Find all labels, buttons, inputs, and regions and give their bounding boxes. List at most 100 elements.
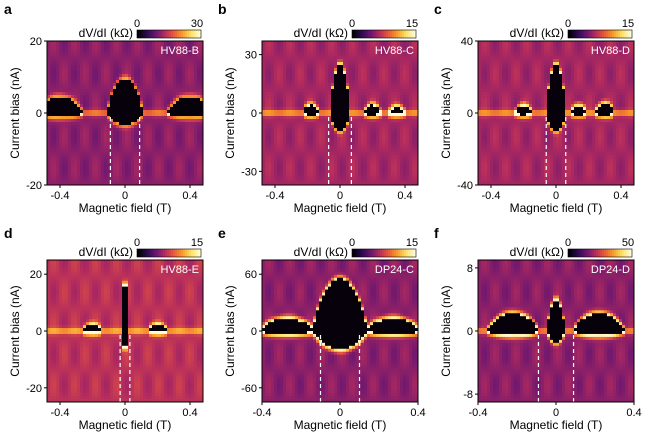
- heatmap-cell: [295, 152, 299, 156]
- heatmap-cell: [298, 95, 302, 99]
- heatmap-cell: [265, 119, 269, 123]
- heatmap-cell: [406, 161, 410, 165]
- heatmap-cell: [361, 89, 365, 93]
- heatmap-cell: [277, 47, 281, 51]
- x-tick-label: -0.4: [51, 190, 70, 202]
- heatmap-cell: [71, 92, 75, 96]
- heatmap-cell: [355, 71, 359, 75]
- heatmap-cell: [322, 152, 326, 156]
- heatmap-cell: [128, 143, 132, 147]
- heatmap-cell: [56, 83, 60, 87]
- heatmap-cell: [68, 122, 72, 126]
- heatmap-cell: [286, 158, 290, 162]
- heatmap-cell: [391, 44, 395, 48]
- heatmap-cell: [367, 164, 371, 168]
- heatmap-cell: [310, 125, 314, 129]
- heatmap-cell: [89, 92, 93, 96]
- heatmap-cell: [95, 56, 99, 60]
- heatmap-cell: [325, 59, 329, 63]
- heatmap-cell: [140, 53, 144, 57]
- heatmap-cell: [98, 131, 102, 135]
- heatmap-cell: [125, 101, 129, 105]
- heatmap-cell: [394, 62, 398, 66]
- heatmap-cell: [50, 152, 54, 156]
- heatmap-cell: [361, 65, 365, 69]
- heatmap-cell: [152, 119, 156, 123]
- heatmap-cell: [161, 77, 165, 81]
- heatmap-cell: [173, 95, 177, 99]
- heatmap-cell: [361, 71, 365, 75]
- heatmap-cell: [352, 65, 356, 69]
- heatmap-cell: [313, 104, 317, 108]
- heatmap-cell: [364, 146, 368, 150]
- heatmap-cell: [394, 83, 398, 87]
- heatmap-cell: [379, 137, 383, 141]
- heatmap-cell: [277, 173, 281, 177]
- heatmap-cell: [125, 41, 129, 45]
- heatmap-cell: [352, 101, 356, 105]
- heatmap-cell: [158, 98, 162, 102]
- heatmap-cell: [289, 104, 293, 108]
- heatmap-cell: [128, 182, 132, 186]
- heatmap-cell: [310, 95, 314, 99]
- heatmap-cell: [346, 122, 350, 126]
- heatmap-cell: [331, 119, 335, 123]
- heatmap-cell: [146, 179, 150, 183]
- heatmap-cell: [98, 53, 102, 57]
- heatmap-cell: [361, 50, 365, 54]
- heatmap-cell: [149, 167, 153, 171]
- heatmap-cell: [110, 167, 114, 171]
- heatmap-cell: [89, 44, 93, 48]
- heatmap-cell: [292, 146, 296, 150]
- heatmap-cell: [125, 107, 129, 111]
- heatmap-cell: [59, 83, 63, 87]
- heatmap-cell: [298, 65, 302, 69]
- heatmap-cell: [161, 53, 165, 57]
- heatmap-cell: [200, 161, 204, 165]
- heatmap-cell: [370, 122, 374, 126]
- heatmap-cell: [322, 113, 326, 117]
- heatmap-cell: [289, 179, 293, 183]
- heatmap-cell: [101, 128, 105, 132]
- heatmap-cell: [412, 146, 416, 150]
- heatmap-cell: [143, 119, 147, 123]
- heatmap-cell: [352, 158, 356, 162]
- heatmap-cell: [89, 134, 93, 138]
- heatmap-cell: [143, 152, 147, 156]
- heatmap-cell: [388, 92, 392, 96]
- heatmap-cell: [200, 143, 204, 147]
- heatmap-cell: [89, 98, 93, 102]
- heatmap-cell: [164, 179, 168, 183]
- heatmap-cell: [134, 95, 138, 99]
- heatmap-cell: [95, 59, 99, 63]
- heatmap-cell: [110, 74, 114, 78]
- heatmap-cell: [86, 164, 90, 168]
- heatmap-cell: [388, 56, 392, 60]
- heatmap-cell: [352, 146, 356, 150]
- heatmap-cell: [191, 44, 195, 48]
- heatmap-cell: [322, 83, 326, 87]
- heatmap-cell: [200, 131, 204, 135]
- heatmap-cell: [388, 161, 392, 165]
- heatmap-cell: [158, 128, 162, 132]
- heatmap-cell: [385, 137, 389, 141]
- heatmap-cell: [262, 119, 266, 123]
- heatmap-cell: [140, 137, 144, 141]
- heatmap-cell: [304, 152, 308, 156]
- heatmap-cell: [158, 95, 162, 99]
- heatmap-cell: [170, 125, 174, 129]
- heatmap-cell: [367, 119, 371, 123]
- heatmap-cell: [197, 104, 201, 108]
- heatmap-cell: [65, 131, 69, 135]
- heatmap-cell: [304, 62, 308, 66]
- heatmap-cell: [382, 50, 386, 54]
- heatmap-cell: [122, 182, 126, 186]
- heatmap-cell: [155, 50, 159, 54]
- heatmap-cell: [358, 59, 362, 63]
- heatmap-cell: [349, 152, 353, 156]
- heatmap-cell: [340, 86, 344, 90]
- heatmap-cell: [188, 182, 192, 186]
- heatmap-cell: [286, 68, 290, 72]
- heatmap-cell: [376, 161, 380, 165]
- heatmap-cell: [176, 59, 180, 63]
